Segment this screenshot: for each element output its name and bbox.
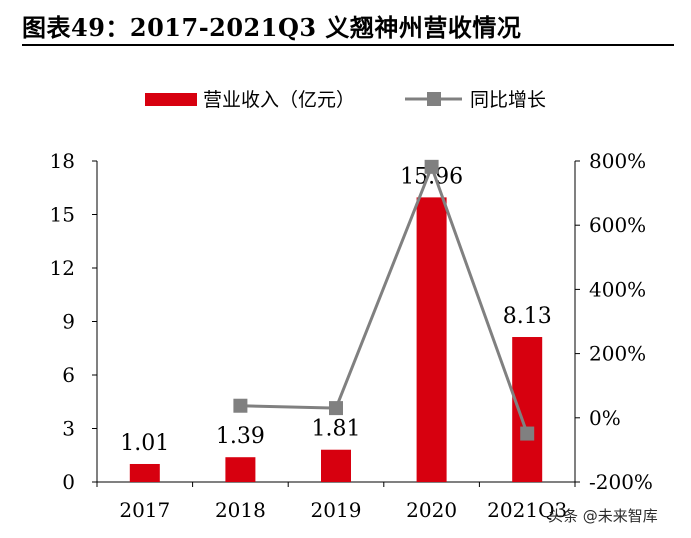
revenue-bar [416, 197, 447, 482]
revenue-bar [129, 463, 160, 482]
legend-label-revenue: 营业收入（亿元） [203, 89, 355, 111]
right-tick-label: 0% [589, 406, 621, 430]
left-tick-label: 12 [50, 256, 75, 280]
growth-point [329, 401, 343, 416]
x-tick-label: 2017 [119, 498, 170, 522]
chart-title: 图表49：2017-2021Q3 义翘神州营收情况 [22, 13, 522, 42]
revenue-bar [321, 449, 351, 482]
right-tick-label: 800% [589, 149, 646, 173]
growth-point [233, 398, 248, 413]
bar-data-label: 1.39 [216, 424, 265, 449]
x-tick-label: 2019 [311, 498, 362, 522]
right-tick-label: -200% [589, 470, 653, 494]
legend-label-growth: 同比增长 [470, 89, 546, 111]
growth-point [520, 426, 535, 441]
left-tick-label: 15 [50, 203, 75, 227]
right-tick-label: 200% [589, 342, 646, 366]
revenue-bar [225, 457, 256, 482]
x-tick-label: 2018 [215, 498, 266, 522]
left-tick-label: 6 [62, 363, 75, 387]
bar-data-label: 1.01 [120, 431, 169, 456]
legend-swatch-revenue [145, 93, 197, 106]
x-tick-label: 2020 [406, 498, 457, 522]
growth-line [240, 162, 529, 435]
left-tick-label: 18 [50, 149, 75, 173]
right-tick-label: 400% [589, 277, 646, 301]
right-tick-label: 600% [589, 213, 646, 237]
bar-data-label: 8.13 [503, 304, 552, 329]
watermark: 头条 @未来智库 [548, 507, 658, 525]
left-tick-label: 9 [62, 310, 75, 334]
legend-marker-growth [427, 92, 441, 106]
x-tick-label: 2021Q3 [487, 498, 567, 522]
growth-point [424, 159, 439, 174]
revenue-bar [512, 337, 543, 482]
bar-data-label: 1.81 [312, 417, 361, 442]
title-underline [22, 44, 674, 46]
left-tick-label: 0 [62, 470, 75, 494]
left-tick-label: 3 [62, 417, 75, 441]
